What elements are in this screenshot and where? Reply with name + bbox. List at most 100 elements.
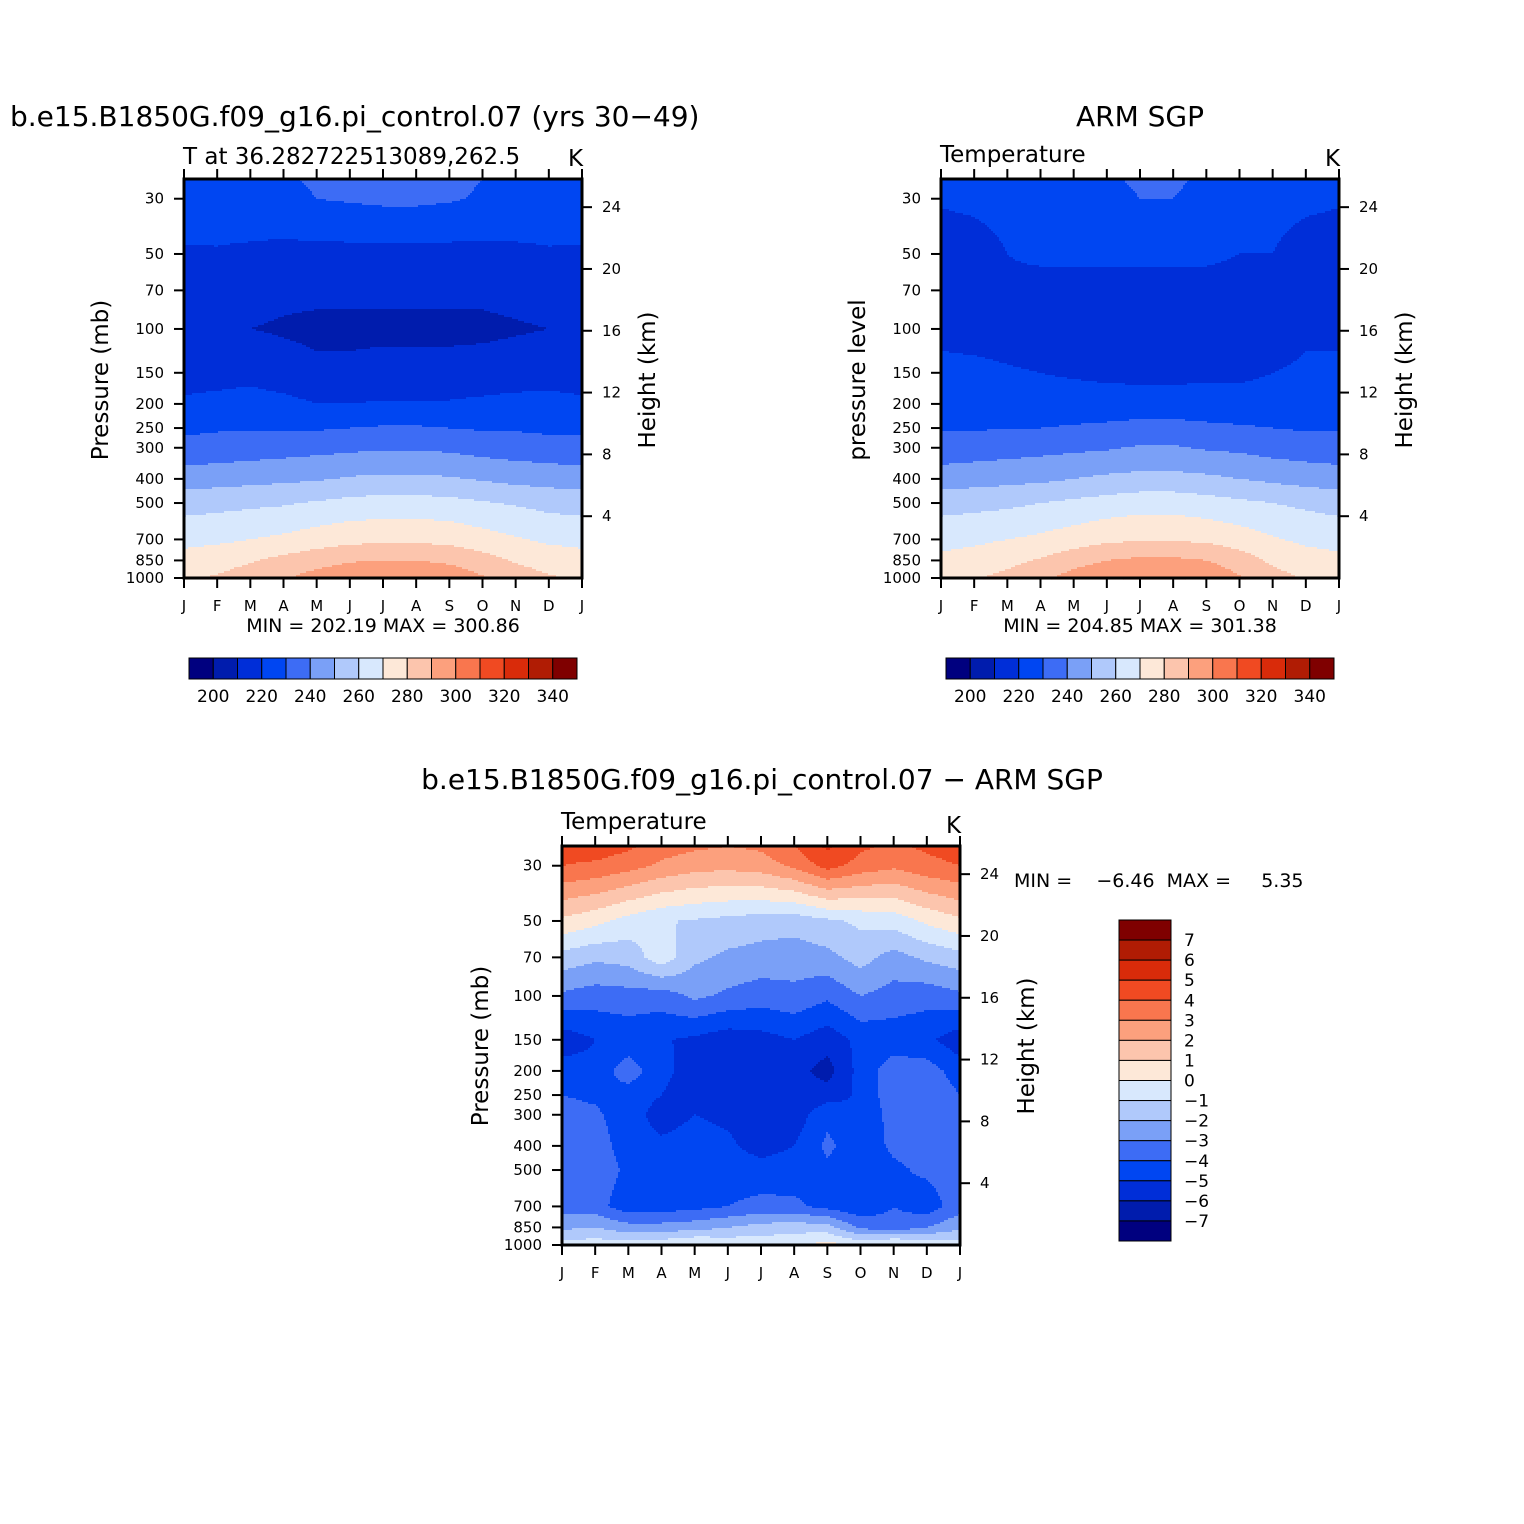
y-tick-label: 700 — [892, 530, 921, 548]
contour-fill-cell — [941, 357, 986, 360]
contour-fill-cell — [562, 1140, 611, 1143]
contour-fill-cell — [1309, 215, 1340, 218]
contour-fill-cell — [941, 489, 1340, 492]
panel-obs-colorbar: 200 220 240 260 280 300 320 340 — [945, 657, 1335, 707]
contour-fill-cell — [184, 415, 583, 418]
contour-fill-cell — [884, 1126, 961, 1129]
contour-fill-cell — [644, 896, 819, 899]
contour-fill-cell — [834, 978, 961, 981]
contour-fill-cell — [242, 565, 333, 568]
contour-fill-cell — [774, 1234, 835, 1237]
contour-fill-cell — [636, 898, 827, 901]
contour-fill-cell — [941, 315, 1340, 318]
contour-fill-cell — [948, 1218, 961, 1221]
contour-fill-cell — [186, 515, 581, 518]
contour-fill-cell — [356, 475, 443, 478]
contour-fill-cell — [558, 463, 583, 466]
contour-fill-cell — [674, 890, 795, 893]
contour-fill-cell — [562, 1078, 619, 1081]
contour-fill-cell — [472, 191, 583, 194]
contour-fill-cell — [1305, 545, 1340, 548]
contour-fill-cell — [350, 427, 449, 430]
contour-fill-cell — [584, 1050, 675, 1053]
contour-fill-cell — [770, 1008, 807, 1011]
colorbar-swatch — [334, 657, 360, 680]
contour-fill-cell — [1241, 575, 1296, 578]
contour-fill-cell — [590, 894, 653, 897]
contour-fill-cell — [184, 211, 583, 214]
contour-fill-cell — [948, 966, 961, 969]
contour-fill-cell — [184, 423, 583, 426]
contour-fill-cell — [562, 968, 569, 971]
contour-fill-cell — [1203, 559, 1264, 562]
contour-fill-cell — [1197, 493, 1340, 496]
contour-fill-cell — [908, 916, 959, 919]
contour-fill-cell — [941, 297, 1340, 300]
contour-fill-cell — [941, 531, 1046, 534]
contour-fill-cell — [1127, 515, 1186, 518]
contour-fill-cell — [834, 1072, 855, 1075]
contour-fill-cell — [184, 293, 583, 296]
contour-fill-cell — [274, 319, 519, 322]
contour-fill-cell — [830, 878, 941, 881]
contour-fill-cell — [1003, 245, 1278, 248]
contour-fill-cell — [598, 1106, 651, 1109]
contour-fill-cell — [908, 934, 961, 937]
contour-fill-cell — [184, 347, 311, 350]
colorbar-label: 200 — [954, 687, 986, 707]
contour-fill-cell — [1271, 373, 1340, 376]
contour-fill-cell — [184, 339, 291, 342]
contour-fill-cell — [860, 994, 865, 997]
contour-fill-cell — [975, 545, 1090, 548]
contour-fill-cell — [584, 928, 677, 931]
contour-fill-cell — [884, 952, 905, 955]
contour-fill-cell — [562, 1170, 621, 1173]
contour-fill-cell — [1187, 181, 1340, 184]
contour-fill-cell — [612, 1142, 737, 1145]
contour-fill-cell — [726, 1010, 781, 1013]
contour-fill-cell — [999, 361, 1294, 364]
contour-fill-cell — [1049, 501, 1266, 504]
contour-fill-cell — [192, 393, 287, 396]
contour-fill-cell — [618, 1172, 913, 1175]
contour-fill-cell — [184, 447, 583, 450]
contour-fill-cell — [664, 858, 773, 861]
contour-fill-cell — [184, 185, 307, 188]
contour-fill-cell — [912, 872, 961, 875]
contour-fill-cell — [210, 575, 297, 578]
contour-fill-cell — [674, 1068, 813, 1071]
contour-fill-cell — [608, 1128, 655, 1131]
contour-fill-cell — [544, 329, 583, 332]
contour-fill-cell — [1111, 517, 1202, 520]
contour-fill-cell — [676, 926, 857, 929]
contour-fill-cell — [562, 1088, 667, 1091]
contour-fill-cell — [806, 940, 923, 943]
contour-fill-cell — [610, 1198, 745, 1201]
contour-fill-cell — [1185, 419, 1340, 422]
contour-fill-cell — [678, 920, 845, 923]
contour-fill-cell — [852, 1086, 879, 1089]
contour-fill-cell — [562, 1024, 961, 1027]
contour-fill-cell — [562, 946, 581, 949]
contour-fill-cell — [184, 275, 583, 278]
contour-fill-cell — [572, 914, 631, 917]
contour-fill-cell — [562, 898, 569, 901]
contour-fill-cell — [696, 1114, 809, 1117]
contour-fill-cell — [938, 894, 961, 897]
contour-fill-cell — [184, 455, 311, 458]
y-tick-label: 150 — [892, 364, 921, 382]
contour-fill-cell — [324, 429, 475, 432]
contour-fill-cell — [704, 1118, 807, 1121]
contour-fill-cell — [184, 279, 583, 282]
contour-fill-cell — [562, 888, 617, 891]
contour-fill-cell — [941, 345, 1340, 348]
contour-fill-cell — [934, 984, 961, 987]
contour-fill-cell — [184, 391, 207, 394]
contour-fill-cell — [184, 403, 583, 406]
contour-fill-cell — [999, 509, 1306, 512]
contour-fill-cell — [928, 924, 961, 927]
contour-fill-cell — [454, 545, 563, 548]
contour-fill-cell — [670, 1078, 821, 1081]
contour-fill-cell — [184, 471, 583, 474]
contour-fill-cell — [562, 1230, 617, 1233]
